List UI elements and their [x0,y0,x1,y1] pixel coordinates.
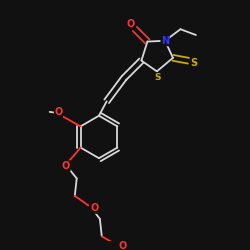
Text: O: O [119,241,127,250]
Text: S: S [191,58,198,68]
Text: O: O [91,203,99,213]
Text: O: O [127,19,135,29]
Text: N: N [161,36,169,46]
Text: O: O [62,161,70,171]
Text: O: O [54,107,62,117]
Text: S: S [154,73,161,82]
